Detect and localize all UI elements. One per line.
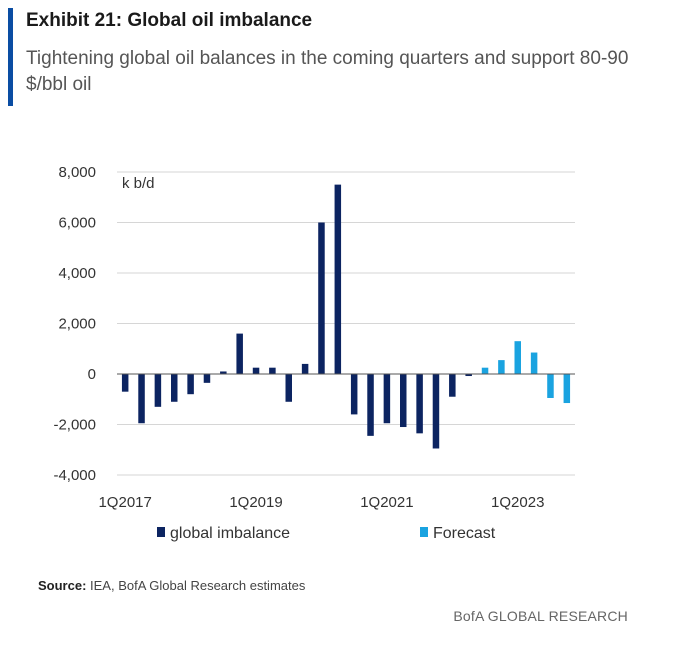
bar-4Q2020 bbox=[367, 374, 374, 436]
y-axis-ticks: 8,000 6,000 4,000 2,000 0 -2,000 -4,000 bbox=[53, 164, 96, 484]
source-note: Source: IEA, BofA Global Research estima… bbox=[38, 578, 305, 593]
y-tick-label: 0 bbox=[88, 366, 96, 383]
bar-3Q2023 bbox=[547, 374, 554, 398]
bar-1Q2021 bbox=[383, 374, 391, 424]
bar-4Q2017 bbox=[171, 374, 178, 402]
y-tick-label: -2,000 bbox=[53, 417, 96, 434]
bar-4Q2022 bbox=[498, 360, 505, 374]
bar-2Q2017 bbox=[138, 374, 145, 424]
y-tick-label: -4,000 bbox=[53, 467, 96, 484]
bar-2Q2022 bbox=[465, 374, 472, 377]
gridlines bbox=[117, 171, 575, 476]
bar-4Q2018 bbox=[236, 333, 243, 374]
bar-4Q2019 bbox=[301, 363, 309, 374]
y-tick-label: 8,000 bbox=[58, 164, 96, 181]
y-tick-label: 4,000 bbox=[58, 265, 96, 282]
legend: global imbalance Forecast bbox=[157, 525, 496, 542]
x-tick-label: 1Q2023 bbox=[491, 494, 544, 511]
bar-2Q2021 bbox=[400, 374, 407, 428]
exhibit-subtitle: Tightening global oil balances in the co… bbox=[26, 48, 629, 95]
bar-1Q2017 bbox=[121, 374, 129, 392]
bar-4Q2021 bbox=[432, 374, 440, 449]
bar-2Q2020 bbox=[334, 184, 342, 374]
bar-1Q2022 bbox=[449, 374, 456, 397]
source-text: IEA, BofA Global Research estimates bbox=[86, 578, 306, 593]
legend-swatch bbox=[420, 527, 428, 537]
bar-1Q2019 bbox=[252, 367, 260, 374]
bars bbox=[121, 184, 571, 449]
bar-4Q2023 bbox=[563, 374, 571, 404]
bar-2Q2023 bbox=[530, 352, 538, 374]
bar-1Q2020 bbox=[318, 222, 325, 374]
x-axis-ticks: 1Q2017 1Q2019 1Q2021 1Q2023 bbox=[98, 494, 544, 511]
bar-2Q2019 bbox=[269, 367, 276, 374]
bar-3Q2017 bbox=[154, 374, 162, 407]
bar-3Q2018 bbox=[220, 371, 227, 374]
bar-3Q2020 bbox=[350, 374, 358, 415]
bar-3Q2019 bbox=[285, 374, 292, 402]
bar-2Q2018 bbox=[203, 374, 211, 383]
legend-label: Forecast bbox=[433, 525, 496, 542]
x-tick-label: 1Q2021 bbox=[360, 494, 413, 511]
source-label: Source: bbox=[38, 578, 87, 593]
y-tick-label: 2,000 bbox=[58, 316, 96, 333]
brand-footer: BofA GLOBAL RESEARCH bbox=[453, 608, 628, 624]
accent-bar bbox=[8, 8, 13, 106]
bar-3Q2022 bbox=[481, 367, 489, 374]
x-tick-label: 1Q2017 bbox=[98, 494, 151, 511]
legend-swatch bbox=[157, 527, 165, 537]
exhibit-title: Exhibit 21: Global oil imbalance bbox=[26, 10, 313, 31]
bar-1Q2023 bbox=[514, 341, 521, 374]
y-tick-label: 6,000 bbox=[58, 215, 96, 232]
unit-label: k b/d bbox=[122, 175, 155, 192]
legend-label: global imbalance bbox=[170, 525, 290, 542]
bar-3Q2021 bbox=[416, 374, 423, 434]
x-tick-label: 1Q2019 bbox=[229, 494, 282, 511]
bar-1Q2018 bbox=[187, 374, 194, 395]
